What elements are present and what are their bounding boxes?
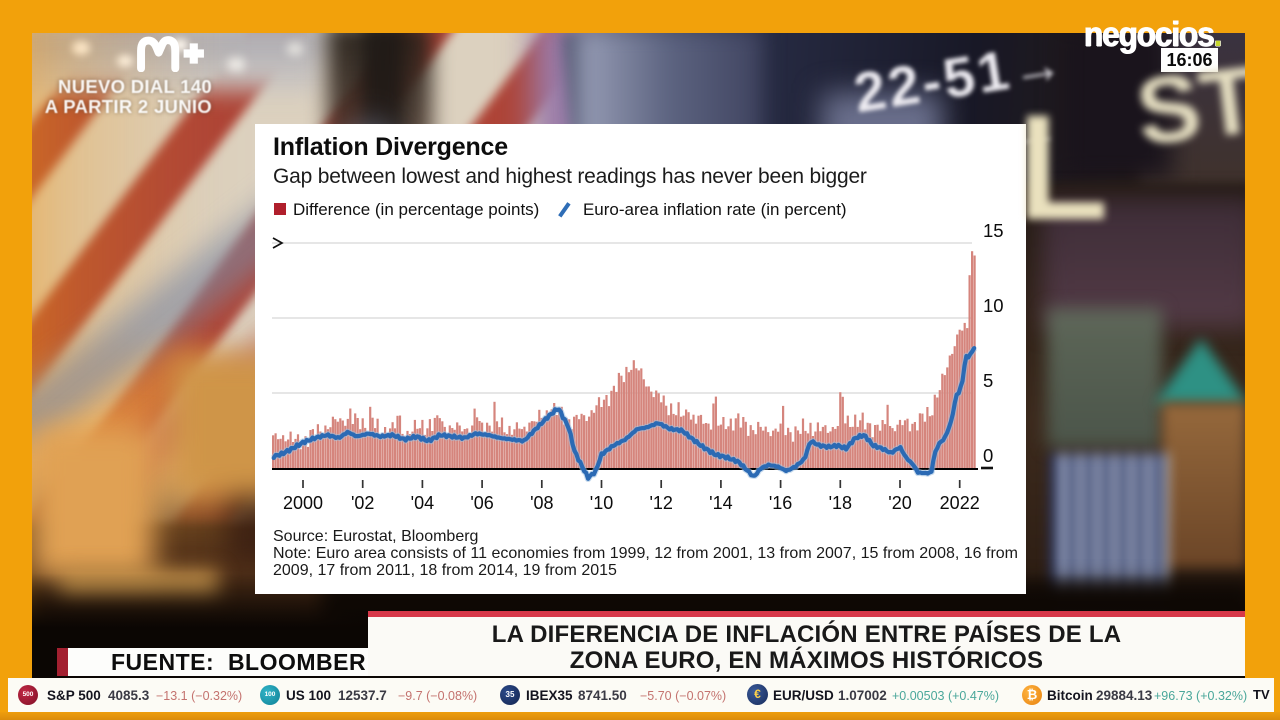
svg-text:'04: '04 — [411, 493, 434, 513]
svg-text:'18: '18 — [829, 493, 852, 513]
svg-text:'10: '10 — [590, 493, 613, 513]
svg-text:'12: '12 — [649, 493, 672, 513]
svg-text:'08: '08 — [530, 493, 553, 513]
svg-text:'14: '14 — [709, 493, 732, 513]
svg-text:0: 0 — [983, 445, 993, 466]
svg-text:10: 10 — [983, 295, 1004, 316]
svg-text:5: 5 — [983, 370, 993, 391]
svg-text:2022: 2022 — [940, 493, 980, 513]
svg-text:'16: '16 — [769, 493, 792, 513]
svg-text:'02: '02 — [351, 493, 374, 513]
svg-text:15: 15 — [983, 220, 1004, 241]
svg-text:'20: '20 — [888, 493, 911, 513]
svg-text:'06: '06 — [470, 493, 493, 513]
svg-text:2000: 2000 — [283, 493, 323, 513]
